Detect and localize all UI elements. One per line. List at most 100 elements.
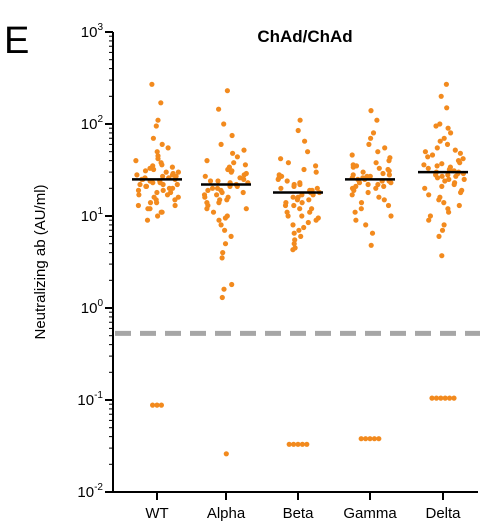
x-tick-label-wt: WT	[145, 505, 168, 522]
data-point	[441, 200, 447, 206]
data-point	[386, 168, 392, 174]
data-point	[446, 209, 452, 215]
data-point	[160, 187, 166, 193]
data-point	[163, 169, 169, 175]
data-point	[240, 189, 246, 196]
data-point	[224, 197, 230, 203]
data-point	[144, 217, 151, 223]
data-point	[433, 123, 439, 129]
data-point	[155, 156, 161, 162]
y-tick-label: 100	[81, 298, 104, 317]
data-point	[299, 441, 305, 447]
data-point	[143, 183, 150, 189]
data-point	[291, 183, 297, 189]
data-point	[174, 181, 180, 188]
data-point	[307, 209, 313, 215]
data-point	[215, 178, 221, 184]
data-point	[170, 185, 176, 191]
data-point	[154, 402, 160, 408]
data-point	[370, 130, 377, 136]
data-point	[207, 178, 214, 184]
data-point	[366, 141, 372, 147]
data-point	[202, 194, 208, 200]
data-point	[229, 132, 235, 139]
data-points	[133, 81, 467, 457]
data-point	[367, 436, 373, 442]
data-point	[375, 149, 381, 155]
data-point	[219, 294, 225, 301]
data-point	[446, 166, 452, 173]
x-tick-label-alpha: Alpha	[207, 505, 246, 522]
data-point	[158, 402, 164, 408]
data-point	[284, 178, 290, 184]
data-point	[349, 192, 355, 198]
data-point	[169, 164, 175, 170]
data-point	[438, 395, 444, 401]
data-point	[204, 158, 210, 164]
data-point	[149, 81, 155, 87]
data-point	[228, 169, 234, 175]
data-point	[458, 189, 464, 196]
axes: 10-2 10-1 100 101 102 103 WT Alpha Beta Gamma Delt…	[77, 22, 478, 522]
data-point	[234, 154, 240, 160]
data-point	[439, 183, 445, 189]
data-point	[356, 180, 363, 186]
data-point	[150, 135, 156, 141]
data-point	[386, 158, 392, 164]
data-point	[241, 147, 247, 153]
data-point	[159, 162, 165, 168]
data-point	[275, 176, 281, 182]
data-point	[382, 145, 388, 151]
data-point	[172, 202, 178, 209]
data-point	[230, 150, 236, 156]
data-point	[444, 105, 450, 111]
data-point	[373, 160, 379, 166]
data-point	[297, 117, 303, 123]
data-point	[292, 237, 298, 243]
data-point	[222, 215, 228, 221]
data-point	[155, 117, 161, 123]
data-point	[297, 206, 303, 212]
data-point	[290, 222, 296, 228]
data-point	[353, 217, 359, 223]
data-point	[214, 192, 220, 198]
data-point	[451, 395, 457, 401]
data-point	[175, 169, 181, 175]
data-point	[164, 192, 171, 198]
data-point	[219, 189, 225, 196]
data-point	[209, 185, 216, 191]
data-point	[222, 241, 229, 247]
data-point	[297, 181, 303, 188]
data-point	[304, 441, 310, 447]
data-point	[243, 206, 249, 212]
data-point	[434, 145, 440, 151]
data-point	[369, 230, 376, 236]
data-point	[358, 436, 364, 442]
data-point	[385, 202, 392, 209]
data-point	[202, 173, 208, 179]
data-point	[219, 255, 225, 261]
data-point	[158, 100, 164, 106]
data-point	[229, 281, 235, 288]
data-point	[457, 150, 463, 156]
data-point	[434, 163, 440, 169]
data-point	[453, 173, 459, 179]
data-point	[388, 213, 394, 219]
data-point	[278, 156, 284, 162]
data-point	[442, 395, 448, 401]
data-point	[460, 156, 466, 162]
data-point	[135, 187, 142, 193]
y-tick-label: 103	[81, 22, 104, 41]
data-point	[290, 247, 296, 253]
data-point	[456, 202, 462, 209]
data-point	[441, 222, 447, 228]
data-point	[306, 197, 312, 203]
data-point	[295, 441, 301, 447]
data-point	[291, 230, 297, 236]
data-point	[438, 93, 444, 99]
data-point	[218, 222, 224, 228]
data-point	[313, 217, 319, 223]
data-point	[147, 200, 154, 206]
data-point	[301, 166, 307, 173]
